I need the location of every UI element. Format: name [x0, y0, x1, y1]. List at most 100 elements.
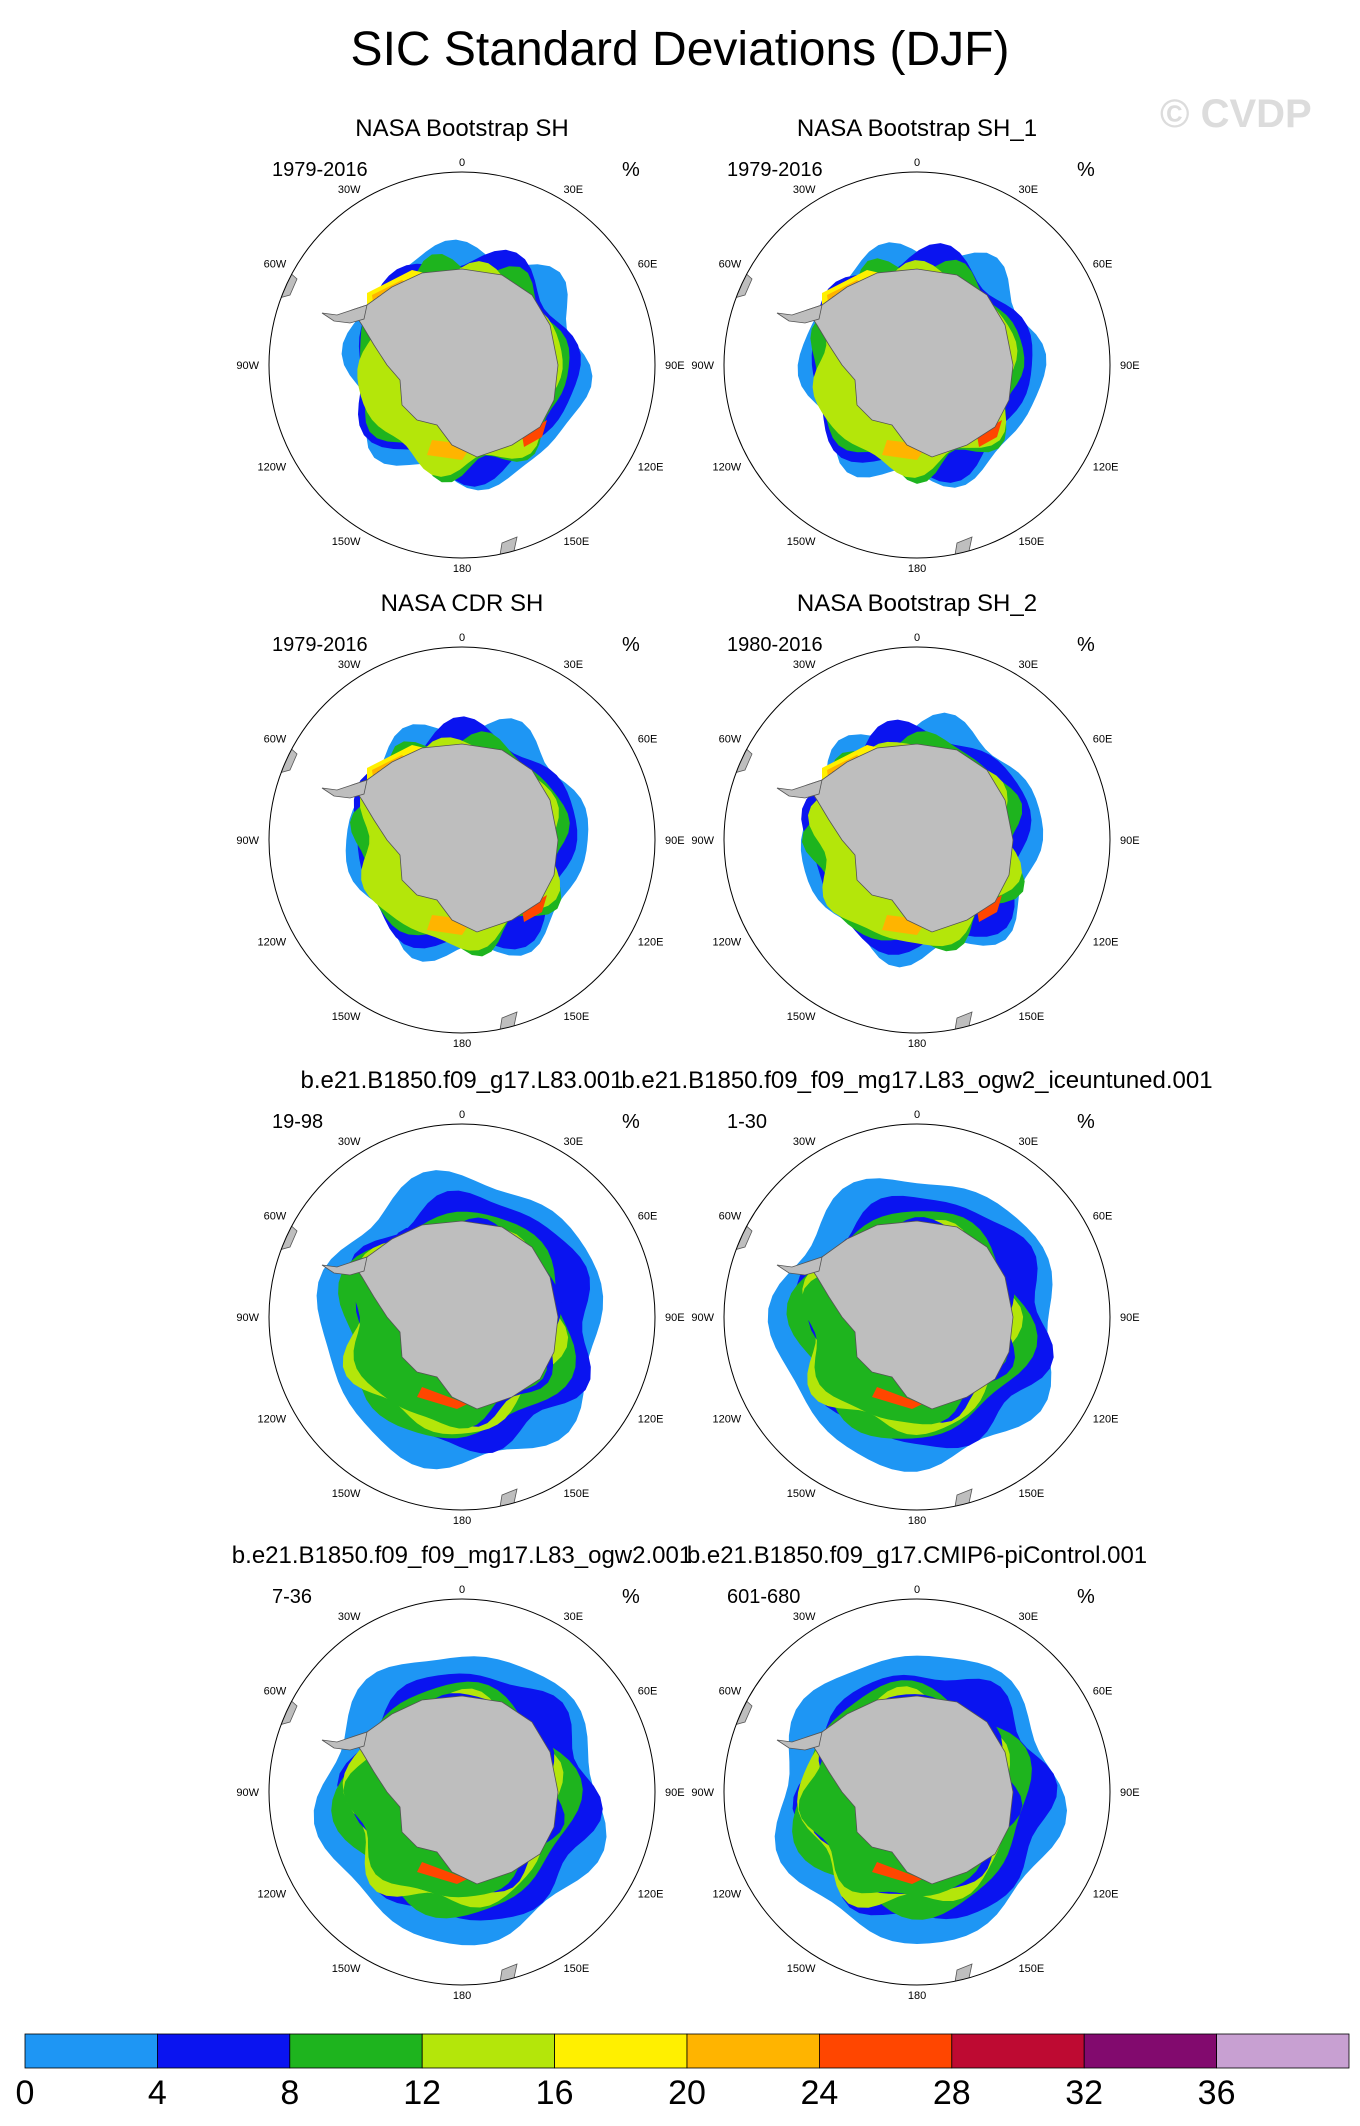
panel-period: 19-98	[272, 1111, 324, 1133]
longitude-label: 60E	[1093, 734, 1113, 746]
longitude-label: 150W	[787, 1963, 816, 1975]
longitude-label: 30E	[1019, 1136, 1039, 1148]
longitude-label: 90W	[691, 1787, 714, 1799]
polar-map: 0 30E 60E 90E 120E 150E 180 150W 120W 90W 60W 30W	[691, 157, 1139, 575]
longitude-label: 150E	[564, 536, 590, 548]
longitude-label: 30W	[338, 1136, 361, 1148]
panel-title: NASA Bootstrap SH_1	[796, 115, 1038, 142]
polar-map: 0 30E 60E 90E 120E 150E 180 150W 120W 90W 60W 30W	[691, 1584, 1139, 2002]
longitude-label: 180	[453, 1515, 471, 1527]
map-boundary	[723, 1123, 1111, 1511]
panel-units: %	[1077, 1586, 1095, 1608]
panel-units: %	[1077, 159, 1095, 181]
longitude-label: 30W	[793, 659, 816, 671]
longitude-label: 120E	[1093, 462, 1119, 474]
longitude-label: 150W	[332, 1011, 361, 1023]
map-boundary	[723, 171, 1111, 559]
polar-map: 0 30E 60E 90E 120E 150E 180 150W 120W 90W 60W 30W	[691, 1109, 1139, 1527]
longitude-label: 90E	[665, 360, 685, 372]
longitude-label: 90W	[236, 835, 259, 847]
longitude-label: 90W	[236, 360, 259, 372]
longitude-label: 60W	[719, 1211, 742, 1223]
longitude-label: 120W	[257, 1414, 286, 1426]
map-boundary	[268, 646, 656, 1034]
panel-units: %	[1077, 634, 1095, 656]
longitude-label: 150E	[1019, 1011, 1045, 1023]
panel-title: b.e21.B1850.f09_g17.CMIP6-piControl.001	[686, 1542, 1148, 1569]
longitude-label: 180	[908, 563, 926, 575]
longitude-label: 30W	[338, 184, 361, 196]
map-boundary	[723, 1598, 1111, 1986]
longitude-label: 120E	[638, 1414, 664, 1426]
longitude-label: 30W	[793, 1611, 816, 1623]
longitude-label: 150W	[332, 536, 361, 548]
longitude-label: 0	[914, 1584, 920, 1596]
longitude-label: 150W	[787, 536, 816, 548]
longitude-label: 90W	[691, 835, 714, 847]
map-boundary	[268, 1598, 656, 1986]
longitude-label: 180	[908, 1990, 926, 2002]
longitude-label: 0	[459, 632, 465, 644]
longitude-label: 180	[453, 1990, 471, 2002]
panel-title: b.e21.B1850.f09_f09_mg17.L83_ogw2_iceunt…	[621, 1067, 1213, 1094]
longitude-label: 60W	[264, 734, 287, 746]
longitude-label: 60W	[264, 259, 287, 271]
panel-units: %	[622, 1586, 640, 1608]
longitude-label: 120E	[1093, 1889, 1119, 1901]
longitude-label: 90E	[665, 1312, 685, 1324]
panel-title: NASA Bootstrap SH_2	[796, 590, 1038, 617]
polar-map: 0 30E 60E 90E 120E 150E 180 150W 120W 90W 60W 30W	[236, 1109, 685, 1527]
panel-units: %	[622, 634, 640, 656]
longitude-label: 30E	[564, 184, 584, 196]
longitude-label: 30E	[564, 1611, 584, 1623]
longitude-label: 120E	[638, 1889, 664, 1901]
longitude-label: 90W	[236, 1787, 259, 1799]
longitude-label: 30W	[338, 1611, 361, 1623]
panel-period: 1979-2016	[272, 634, 368, 656]
longitude-label: 30E	[564, 659, 584, 671]
polar-map: 0 30E 60E 90E 120E 150E 180 150W 120W 90W 60W 30W	[236, 157, 685, 575]
longitude-label: 60W	[719, 1686, 742, 1698]
longitude-label: 120W	[257, 462, 286, 474]
polar-map: 0 30E 60E 90E 120E 150E 180 150W 120W 90W 60W 30W	[236, 1584, 685, 2002]
panel-period: 1-30	[727, 1111, 768, 1133]
panel-units: %	[1077, 1111, 1095, 1133]
longitude-label: 60E	[638, 734, 658, 746]
longitude-label: 0	[459, 157, 465, 169]
longitude-label: 90W	[236, 1312, 259, 1324]
longitude-label: 60E	[638, 1211, 658, 1223]
map-boundary	[268, 1123, 656, 1511]
longitude-label: 90W	[691, 360, 714, 372]
longitude-label: 30W	[793, 1136, 816, 1148]
longitude-label: 60W	[264, 1211, 287, 1223]
longitude-label: 120W	[712, 1889, 741, 1901]
panel-units: %	[622, 1111, 640, 1133]
page-title: SIC Standard Deviations (DJF)	[350, 23, 1010, 76]
longitude-label: 150E	[1019, 1963, 1045, 1975]
longitude-label: 90E	[665, 1787, 685, 1799]
longitude-label: 150W	[332, 1488, 361, 1500]
panel-title: b.e21.B1850.f09_g17.L83.001	[300, 1067, 624, 1094]
map-boundary	[268, 171, 656, 559]
longitude-label: 120E	[638, 937, 664, 949]
longitude-label: 60E	[638, 259, 658, 271]
longitude-label: 150W	[787, 1011, 816, 1023]
longitude-label: 60W	[719, 259, 742, 271]
longitude-label: 180	[908, 1038, 926, 1050]
longitude-label: 150E	[1019, 1488, 1045, 1500]
longitude-label: 60E	[1093, 1211, 1113, 1223]
panel-period: 1979-2016	[272, 159, 368, 181]
panel-title: NASA CDR SH	[380, 590, 544, 617]
panel-period: 601-680	[727, 1586, 801, 1608]
watermark: © CVDP	[1160, 92, 1312, 136]
longitude-label: 0	[459, 1584, 465, 1596]
panel-period: 1980-2016	[727, 634, 823, 656]
longitude-label: 120W	[712, 937, 741, 949]
longitude-label: 0	[914, 632, 920, 644]
longitude-label: 120E	[1093, 937, 1119, 949]
map-boundary	[723, 646, 1111, 1034]
longitude-label: 30E	[1019, 659, 1039, 671]
longitude-label: 90W	[691, 1312, 714, 1324]
longitude-label: 150E	[564, 1963, 590, 1975]
